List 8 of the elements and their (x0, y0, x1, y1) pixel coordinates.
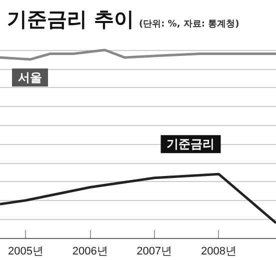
x-tick-label: 2008년 (201, 246, 236, 258)
x-tick-label: 2007년 (136, 246, 172, 258)
x-tick-label: 2005년 (8, 246, 44, 258)
series-label: 서울 (18, 70, 42, 85)
x-tick-label: 2006년 (72, 246, 108, 258)
chart-title: 기준금리 추이 (7, 7, 134, 31)
series-label: 기준금리 (166, 137, 215, 152)
chart-subtitle: (단위: %, 자료: 통계청) (138, 20, 240, 30)
